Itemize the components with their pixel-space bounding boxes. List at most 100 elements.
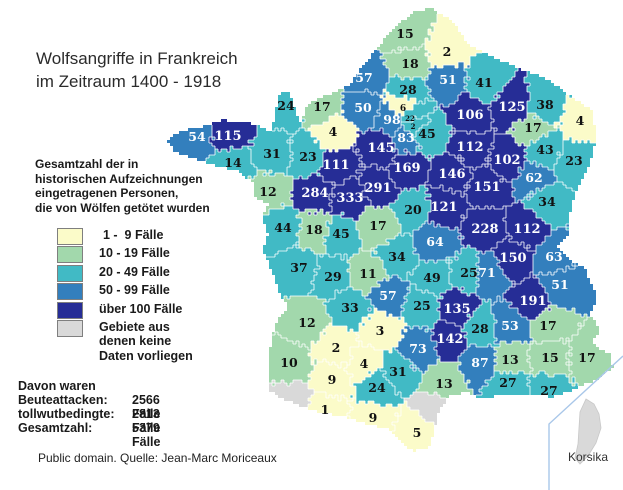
page-title: Wolfsangriffe in Frankreich im Zeitraum … xyxy=(36,48,238,94)
region-label: 15 xyxy=(396,26,413,41)
region-label: 13 xyxy=(435,376,452,391)
region-label: 53 xyxy=(501,318,518,333)
region-label: 3 xyxy=(376,323,385,338)
region-label: 135 xyxy=(443,302,470,317)
statistics-block: Davon waren Beuteattacken: 2566 Fälle to… xyxy=(18,379,161,449)
region-label: 51 xyxy=(439,72,456,87)
region-label: 291 xyxy=(364,181,391,196)
region-label: 14 xyxy=(224,155,242,170)
region-label: 150 xyxy=(499,251,526,266)
region-label: 6 xyxy=(400,104,406,114)
region-label: 24 xyxy=(368,380,386,395)
region-label: 284 xyxy=(301,186,328,201)
region-label: 63 xyxy=(545,249,562,264)
region-label: 10 xyxy=(280,355,298,370)
region-label: 169 xyxy=(393,161,420,176)
region-label: 34 xyxy=(388,249,406,264)
region-label: 2 xyxy=(443,44,452,59)
corsica-inset-line xyxy=(548,355,623,490)
region-label: 17 xyxy=(578,350,595,365)
region-label: 57 xyxy=(355,70,372,85)
class-area-100+ xyxy=(209,68,551,362)
region-label: 50 xyxy=(354,100,372,115)
region-label: 145 xyxy=(367,141,394,156)
region-label: 2 xyxy=(411,122,416,131)
region-label: 18 xyxy=(305,222,323,237)
region-label: 51 xyxy=(551,277,568,292)
legend-swatch-10-19 xyxy=(57,246,83,264)
corsica-label: Korsika xyxy=(567,450,608,464)
class-area-10-19 xyxy=(248,8,614,398)
region-label: 25 xyxy=(460,265,477,280)
region-label: 112 xyxy=(513,222,540,237)
region-label: 121 xyxy=(430,200,457,215)
region-label: 333 xyxy=(336,191,363,206)
region-label: 62 xyxy=(525,170,542,185)
region-label: 23 xyxy=(565,153,582,168)
stats-intro: Davon waren xyxy=(18,379,96,393)
legend-swatch-no-data xyxy=(57,319,83,337)
department-borders xyxy=(205,14,596,432)
region-label: 142 xyxy=(436,332,463,347)
region-label: 29 xyxy=(324,269,341,284)
region-label: 2 xyxy=(332,340,341,355)
title-line-1: Wolfsangriffe in Frankreich xyxy=(36,49,238,68)
region-label: 45 xyxy=(332,226,349,241)
source-attribution: Public domain. Quelle: Jean-Marc Moricea… xyxy=(38,451,277,465)
legend-swatch-1-9 xyxy=(57,228,83,245)
region-label: 17 xyxy=(524,120,541,135)
region-label: 73 xyxy=(409,341,426,356)
region-label: 71 xyxy=(478,265,495,280)
legend-item-20-49: 20 - 49 Fälle xyxy=(57,264,193,282)
region-label: 4 xyxy=(576,113,585,128)
region-label: 83 xyxy=(397,130,414,145)
region-label: 54 xyxy=(188,129,206,144)
region-label: 102 xyxy=(493,153,520,168)
region-label: 33 xyxy=(341,300,358,315)
region-label: 125 xyxy=(498,100,525,115)
region-label: 41 xyxy=(475,75,492,90)
legend-item-50-99: 50 - 99 Fälle xyxy=(57,282,193,301)
region-label: 28 xyxy=(399,82,417,97)
region-label: 9 xyxy=(328,372,337,387)
legend-item-1-9: 1 - 9 Fälle xyxy=(57,227,193,245)
legend-swatch-20-49 xyxy=(57,264,83,282)
region-label: 17 xyxy=(539,318,556,333)
corsica-shape xyxy=(574,398,602,465)
region-label: 27 xyxy=(540,383,557,398)
region-label: 20 xyxy=(404,202,422,217)
region-label: 57 xyxy=(379,288,396,303)
stats-rabies: tollwutbedingte: 2813 Fälle xyxy=(18,407,161,435)
legend-item-100plus: über 100 Fälle xyxy=(57,301,193,319)
region-label: 43 xyxy=(536,142,553,157)
region-label: 17 xyxy=(369,218,386,233)
region-label: 28 xyxy=(471,321,489,336)
title-line-2: im Zeitraum 1400 - 1918 xyxy=(36,71,222,91)
region-label: 191 xyxy=(519,294,546,309)
region-label: 27 xyxy=(499,375,516,390)
region-label: 87 xyxy=(471,355,488,370)
region-label: 31 xyxy=(263,146,280,161)
region-label: 22 xyxy=(405,114,415,123)
region-label: 5 xyxy=(413,425,422,440)
region-label: 24 xyxy=(277,98,295,113)
region-label: 23 xyxy=(299,149,316,164)
legend-swatch-50-99 xyxy=(57,283,83,301)
region-label: 1 xyxy=(321,402,330,417)
region-label: 17 xyxy=(313,99,330,114)
region-label: 112 xyxy=(456,140,483,155)
region-label: 18 xyxy=(401,56,419,71)
stats-prey-attacks: Beuteattacken: 2566 Fälle xyxy=(18,393,161,421)
region-label: 106 xyxy=(456,108,483,123)
region-label: 44 xyxy=(274,220,292,235)
region-label: 151 xyxy=(473,180,500,195)
region-label: 228 xyxy=(471,222,498,237)
region-label: 38 xyxy=(536,97,554,112)
region-label: 25 xyxy=(413,298,430,313)
map-description: Gesamtzahl der in historischen Aufzeichn… xyxy=(35,157,210,215)
region-label: 4 xyxy=(360,356,369,371)
region-label: 49 xyxy=(423,270,440,285)
